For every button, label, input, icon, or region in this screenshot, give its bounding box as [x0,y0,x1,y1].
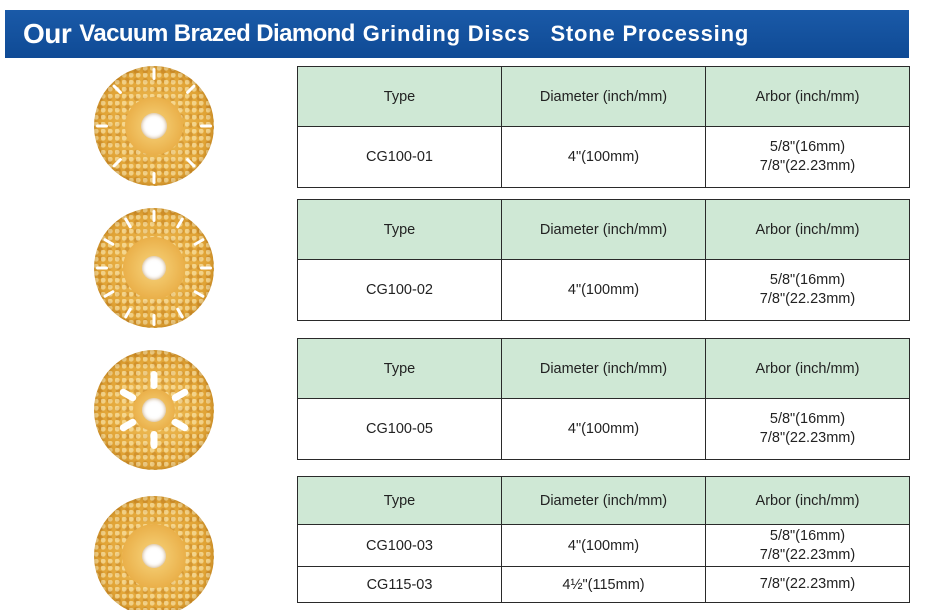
arbor-line: 5/8"(16mm) [769,527,846,544]
cell-type: CG100-01 [297,126,502,188]
cell-arbor: 5/8"(16mm) 7/8"(22.23mm) [705,259,910,321]
arbor-line: 7/8"(22.23mm) [759,546,856,563]
arbor-hole [142,544,166,568]
spec-table-cg100-01: Type Diameter (inch/mm) Arbor (inch/mm) … [297,66,910,188]
rim-slot [103,237,115,247]
rim-slot [123,307,133,319]
cell-diameter: 4"(100mm) [501,126,706,188]
arbor-line: 7/8"(22.23mm) [759,158,856,174]
rim-slot [152,68,156,80]
cell-diameter: 4"(100mm) [501,398,706,460]
table-header-row: Type Diameter (inch/mm) Arbor (inch/mm) [297,199,910,260]
table-row: CG100-05 4"(100mm) 5/8"(16mm) 7/8"(22.23… [297,398,910,460]
table-header-row: Type Diameter (inch/mm) Arbor (inch/mm) [297,66,910,127]
rim-slot [103,289,115,299]
rim-slot [175,217,185,229]
table-row: CG100-03 4"(100mm) 5/8"(16mm) 7/8"(22.23… [297,524,910,567]
header-diameter: Diameter (inch/mm) [501,66,706,127]
vent-slot [150,431,158,449]
header-arbor: Arbor (inch/mm) [705,199,910,260]
banner-title-stone-processing: Stone Processing [550,21,750,46]
rim-slot [185,83,197,95]
table-row: CG100-02 4"(100mm) 5/8"(16mm) 7/8"(22.23… [297,259,910,321]
cell-arbor: 5/8"(16mm) 7/8"(22.23mm) [705,524,910,567]
arbor-hole [142,398,166,422]
arbor-line: 5/8"(16mm) [769,411,846,427]
rim-slot [193,237,205,247]
table-row: CG100-01 4"(100mm) 5/8"(16mm) 7/8"(22.23… [297,126,910,188]
product-image-cg100-02 [94,208,214,328]
title-banner: Our Vacuum Brazed Diamond Grinding Discs… [5,10,909,58]
cell-arbor: 7/8"(22.23mm) [705,566,910,603]
rim-slot [175,307,185,319]
cell-type: CG115-03 [297,566,502,603]
spec-table-cg100-03: Type Diameter (inch/mm) Arbor (inch/mm) … [297,476,910,603]
rim-slot [123,217,133,229]
cell-arbor: 5/8"(16mm) 7/8"(22.23mm) [705,398,910,460]
product-image-cg100-03 [94,496,214,610]
arbor-hole [141,113,167,139]
vent-slot [170,387,190,403]
spec-table-cg100-02: Type Diameter (inch/mm) Arbor (inch/mm) … [297,199,910,321]
vent-slot [170,417,190,433]
rim-slot [152,172,156,184]
arbor-line: 7/8"(22.23mm) [759,291,856,307]
table-header-row: Type Diameter (inch/mm) Arbor (inch/mm) [297,476,910,525]
spec-table-cg100-05: Type Diameter (inch/mm) Arbor (inch/mm) … [297,338,910,460]
arbor-line: 5/8"(16mm) [769,272,846,288]
header-diameter: Diameter (inch/mm) [501,199,706,260]
arbor-line: 5/8"(16mm) [769,139,846,155]
rim-slot [200,124,212,128]
cell-diameter: 4½"(115mm) [501,566,706,603]
cell-type: CG100-05 [297,398,502,460]
header-arbor: Arbor (inch/mm) [705,66,910,127]
cell-type: CG100-02 [297,259,502,321]
header-diameter: Diameter (inch/mm) [501,476,706,525]
arbor-line: 7/8"(22.23mm) [759,576,856,592]
cell-arbor: 5/8"(16mm) 7/8"(22.23mm) [705,126,910,188]
cell-type: CG100-03 [297,524,502,567]
banner-title-our: Our [23,18,72,49]
banner-title-vacuum-brazed: Vacuum Brazed Diamond [79,20,355,47]
cell-diameter: 4"(100mm) [501,524,706,567]
header-type: Type [297,338,502,399]
rim-slot [152,210,156,222]
product-image-cg100-05 [94,350,214,470]
cell-diameter: 4"(100mm) [501,259,706,321]
header-type: Type [297,199,502,260]
arbor-hole [142,256,166,280]
vent-slot [150,371,158,389]
header-arbor: Arbor (inch/mm) [705,476,910,525]
header-arbor: Arbor (inch/mm) [705,338,910,399]
rim-slot [152,314,156,326]
header-type: Type [297,476,502,525]
table-header-row: Type Diameter (inch/mm) Arbor (inch/mm) [297,338,910,399]
rim-slot [111,157,123,169]
header-type: Type [297,66,502,127]
banner-title-grinding-discs: Grinding Discs [362,21,531,46]
product-image-cg100-01 [94,66,214,186]
header-diameter: Diameter (inch/mm) [501,338,706,399]
table-row: CG115-03 4½"(115mm) 7/8"(22.23mm) [297,566,910,603]
rim-slot [96,266,108,270]
arbor-line: 7/8"(22.23mm) [759,430,856,446]
rim-slot [185,157,197,169]
rim-slot [193,289,205,299]
rim-slot [111,83,123,95]
rim-slot [96,124,108,128]
rim-slot [200,266,212,270]
